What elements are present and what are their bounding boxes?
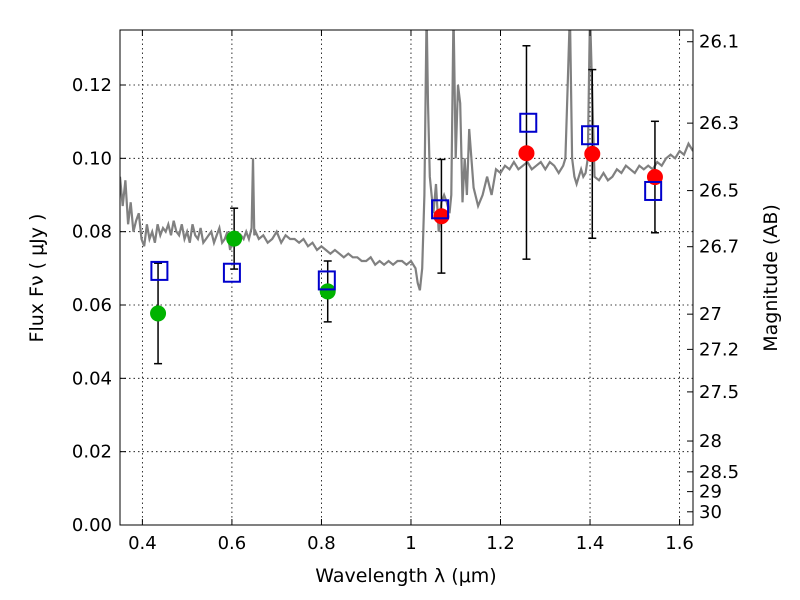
y-tick-label: 0.06 — [72, 295, 112, 316]
model-photometry-point — [150, 260, 169, 281]
mag-tick-label: 28.5 — [699, 462, 739, 483]
model-photometry-point — [317, 270, 336, 291]
x-tick-label: 0.8 — [307, 533, 336, 554]
x-tick-label: 0.4 — [128, 533, 157, 554]
model-photometry-point — [581, 125, 600, 146]
x-axis-label: Wavelength λ (μm) — [315, 565, 496, 587]
data-point — [433, 208, 450, 225]
y-tick-label: 0.12 — [72, 75, 112, 96]
y-axis-label-right: Magnitude (AB) — [760, 204, 782, 352]
mag-tick-label: 28 — [699, 431, 722, 452]
mag-tick-label: 27.5 — [699, 382, 739, 403]
model-spectrum-line — [120, 30, 693, 291]
mag-tick-label: 26.3 — [699, 113, 739, 134]
y-tick-label: 0.00 — [72, 515, 112, 536]
x-tick-label: 1.6 — [665, 533, 694, 554]
model-photometry-point — [644, 180, 663, 201]
data-point — [226, 230, 243, 247]
mag-tick-label: 26.5 — [699, 181, 739, 202]
model-photometry-point — [519, 112, 538, 133]
plot-frame — [119, 29, 694, 526]
grid — [120, 30, 693, 526]
ticks: 0.4 0.6 0.8 1 1.2 1.4 1.6 0.00 0.02 0.04 0.06 0.08 0… — [72, 30, 739, 554]
x-tick-label: 1.4 — [576, 533, 605, 554]
model-photometry-point — [222, 262, 241, 283]
data-point — [150, 305, 167, 322]
x-tick-label: 1.2 — [486, 533, 515, 554]
mag-tick-label: 27 — [699, 304, 722, 325]
y-tick-label: 0.08 — [72, 222, 112, 243]
data-point — [584, 145, 601, 162]
mag-tick-label: 26.1 — [699, 32, 739, 53]
x-tick-label: 1 — [405, 533, 416, 554]
series-layer — [120, 30, 693, 365]
y-tick-label: 0.04 — [72, 368, 112, 389]
mag-tick-label: 29 — [699, 482, 722, 503]
data-point — [518, 145, 535, 162]
x-tick-label: 0.6 — [218, 533, 247, 554]
mag-tick-label: 30 — [699, 502, 722, 523]
mag-tick-label: 27.2 — [699, 339, 739, 360]
y-tick-label: 0.10 — [72, 148, 112, 169]
y-axis-label: Flux Fν ( μJy ) — [26, 214, 48, 343]
y-tick-label: 0.02 — [72, 442, 112, 463]
mag-tick-label: 26.7 — [699, 237, 739, 258]
model-photometry-point — [431, 199, 450, 220]
data-point — [319, 283, 336, 300]
